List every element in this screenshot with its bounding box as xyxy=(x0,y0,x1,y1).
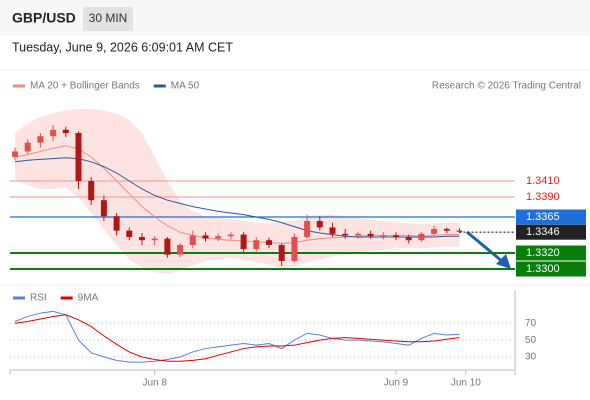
candle-body xyxy=(380,235,387,237)
candle-body xyxy=(37,136,44,143)
source: Research © 2026 Trading Central xyxy=(432,81,581,92)
candle-body xyxy=(227,234,234,237)
candle-body xyxy=(253,240,260,249)
level-label-box xyxy=(516,209,586,225)
candle-body xyxy=(126,230,133,237)
candle-body xyxy=(316,221,323,228)
timeframe-button[interactable] xyxy=(83,7,133,31)
candle-body xyxy=(418,233,425,241)
subtitle: Tuesday, June 9, 2026 6:09:01 AM CET xyxy=(12,40,233,54)
timeframe[interactable]: 30 MIN xyxy=(89,11,128,25)
legend-label: RSI xyxy=(30,293,47,304)
candle-body xyxy=(88,181,95,201)
y-tick-label: 30 xyxy=(525,352,537,363)
level-label: 1.3300 xyxy=(526,263,560,275)
level-label-box xyxy=(516,245,586,261)
bollinger-band xyxy=(15,109,460,274)
y-tick-label: 70 xyxy=(525,318,537,329)
candle-body xyxy=(177,245,184,255)
candle-body xyxy=(215,236,222,239)
candle-body xyxy=(113,216,120,231)
candle-body xyxy=(342,233,349,236)
forecast-arrow xyxy=(466,230,504,264)
indicator-line xyxy=(14,310,460,363)
candle-body xyxy=(12,151,18,157)
candle-body xyxy=(291,237,298,261)
legend-label: MA 20 + Bollinger Bands xyxy=(30,81,140,92)
candle-body xyxy=(24,142,31,152)
candle-body xyxy=(329,227,336,234)
candle-body xyxy=(75,133,82,181)
candle-body xyxy=(456,230,463,232)
forecast-arrowhead xyxy=(496,254,511,269)
legend-label: MA 50 xyxy=(171,81,200,92)
candle-body xyxy=(50,129,57,137)
level-label: 1.3346 xyxy=(526,226,560,238)
candle-body xyxy=(189,235,196,245)
candle-body xyxy=(367,233,374,237)
level-label-box xyxy=(516,224,586,240)
candle-body xyxy=(151,238,158,241)
candle-body xyxy=(405,237,412,241)
candle-body xyxy=(202,235,209,239)
candle-body xyxy=(443,229,450,231)
candle-body xyxy=(100,200,107,217)
level-label: 1.3320 xyxy=(526,247,560,259)
ma-line xyxy=(14,157,460,238)
candle-body xyxy=(354,233,361,236)
y-tick-label: 50 xyxy=(525,335,537,346)
level-label: 1.3390 xyxy=(526,191,560,203)
candle-body xyxy=(393,235,399,237)
candle-body xyxy=(139,237,145,241)
candle-body xyxy=(62,129,69,133)
x-tick-label: Jun 8 xyxy=(142,378,167,389)
candle-body xyxy=(164,238,171,255)
chart-title: GBP/USD xyxy=(12,10,76,26)
candle-body xyxy=(304,221,311,237)
candle-body xyxy=(431,229,438,234)
legend-label: 9MA xyxy=(78,293,99,304)
x-tick-label: Jun 9 xyxy=(384,378,409,389)
x-tick-label: Jun 10 xyxy=(451,378,481,389)
indicator-line xyxy=(14,314,460,362)
level-label: 1.3365 xyxy=(526,211,560,223)
candle-body xyxy=(278,245,285,261)
candle-body xyxy=(240,234,247,249)
candle-body xyxy=(266,240,272,245)
level-label-box xyxy=(516,261,586,277)
level-label: 1.3410 xyxy=(526,175,560,187)
